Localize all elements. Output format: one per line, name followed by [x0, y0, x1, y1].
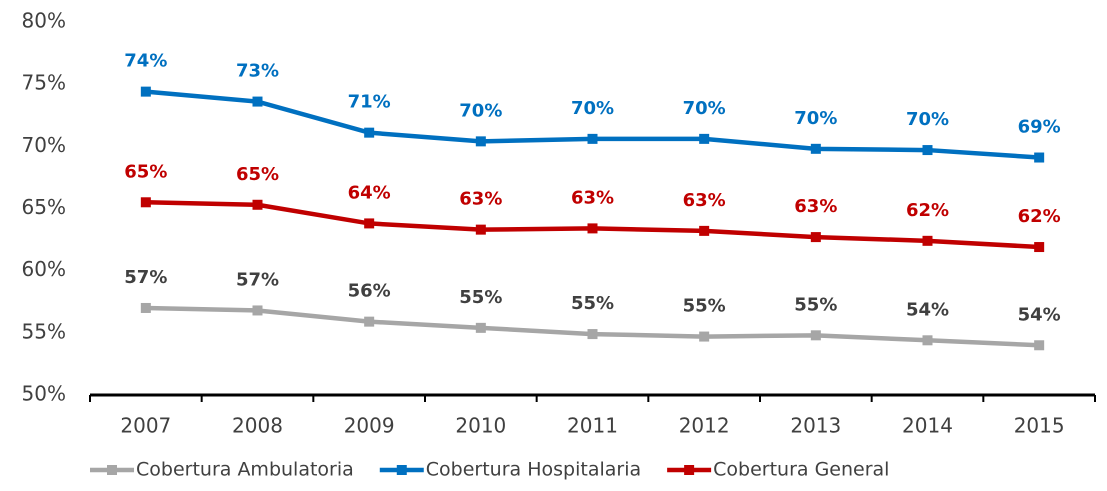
data-point — [699, 331, 710, 342]
data-point — [1034, 242, 1045, 253]
data-label: 63% — [571, 187, 614, 208]
data-label: 57% — [124, 267, 167, 288]
data-point — [475, 322, 486, 333]
y-tick-label: 80% — [22, 9, 66, 33]
x-tick-label: 2007 — [120, 414, 171, 438]
x-tick-label: 2012 — [679, 414, 730, 438]
data-point — [1034, 340, 1045, 351]
x-tick-label: 2013 — [790, 414, 841, 438]
x-tick-label: 2014 — [902, 414, 953, 438]
data-label: 54% — [906, 299, 949, 320]
data-point — [364, 127, 375, 138]
data-point — [364, 218, 375, 229]
data-point — [364, 316, 375, 327]
data-point — [1034, 152, 1045, 163]
data-label: 63% — [459, 189, 502, 210]
data-label: 70% — [906, 109, 949, 130]
data-point — [699, 225, 710, 236]
legend-label: Cobertura Hospitalaria — [426, 459, 641, 481]
data-label: 70% — [571, 98, 614, 119]
data-point — [252, 199, 263, 210]
data-point — [475, 224, 486, 235]
x-tick-label: 2009 — [344, 414, 395, 438]
data-label: 55% — [571, 293, 614, 314]
x-tick-label: 2008 — [232, 414, 283, 438]
data-label: 55% — [459, 287, 502, 308]
legend-swatch-marker — [107, 465, 117, 475]
data-label: 74% — [124, 51, 167, 72]
data-label: 71% — [348, 92, 391, 113]
data-point — [810, 232, 821, 243]
data-label: 70% — [683, 98, 726, 119]
data-point — [587, 223, 598, 234]
data-label: 65% — [236, 164, 279, 185]
data-label: 64% — [348, 182, 391, 203]
data-label: 70% — [794, 108, 837, 129]
data-label: 62% — [1018, 206, 1061, 227]
data-point — [140, 86, 151, 97]
data-point — [252, 96, 263, 107]
legend-label: Cobertura Ambulatoria — [136, 459, 354, 481]
legend-swatch-marker — [684, 465, 695, 475]
x-tick-label: 2015 — [1014, 414, 1065, 438]
data-label: 54% — [1018, 304, 1061, 325]
data-point — [922, 145, 933, 156]
x-tick-label: 2010 — [455, 414, 506, 438]
data-label: 62% — [906, 200, 949, 221]
data-point — [699, 133, 710, 144]
data-label: 70% — [459, 100, 502, 121]
y-tick-label: 55% — [22, 319, 66, 343]
data-label: 69% — [1018, 117, 1061, 138]
y-tick-label: 60% — [22, 257, 66, 281]
data-point — [587, 329, 598, 340]
x-tick-label: 2011 — [567, 414, 618, 438]
data-point — [140, 197, 151, 208]
data-label: 73% — [236, 61, 279, 82]
data-label: 65% — [124, 161, 167, 182]
data-point — [587, 133, 598, 144]
data-point — [922, 335, 933, 346]
data-label: 56% — [348, 281, 391, 302]
y-tick-label: 50% — [22, 382, 66, 406]
legend-swatch-marker — [396, 465, 407, 475]
data-label: 55% — [683, 296, 726, 317]
y-tick-label: 65% — [22, 195, 66, 219]
data-point — [475, 136, 486, 147]
data-point — [810, 330, 821, 341]
data-label: 57% — [236, 269, 279, 290]
data-point — [252, 305, 263, 316]
data-label: 55% — [794, 294, 837, 315]
data-point — [922, 235, 933, 246]
data-point — [810, 143, 821, 154]
data-point — [140, 302, 151, 313]
y-tick-label: 75% — [22, 71, 66, 95]
data-label: 63% — [794, 196, 837, 217]
y-tick-label: 70% — [22, 133, 66, 157]
data-label: 63% — [683, 190, 726, 211]
legend-label: Cobertura General — [713, 459, 889, 481]
